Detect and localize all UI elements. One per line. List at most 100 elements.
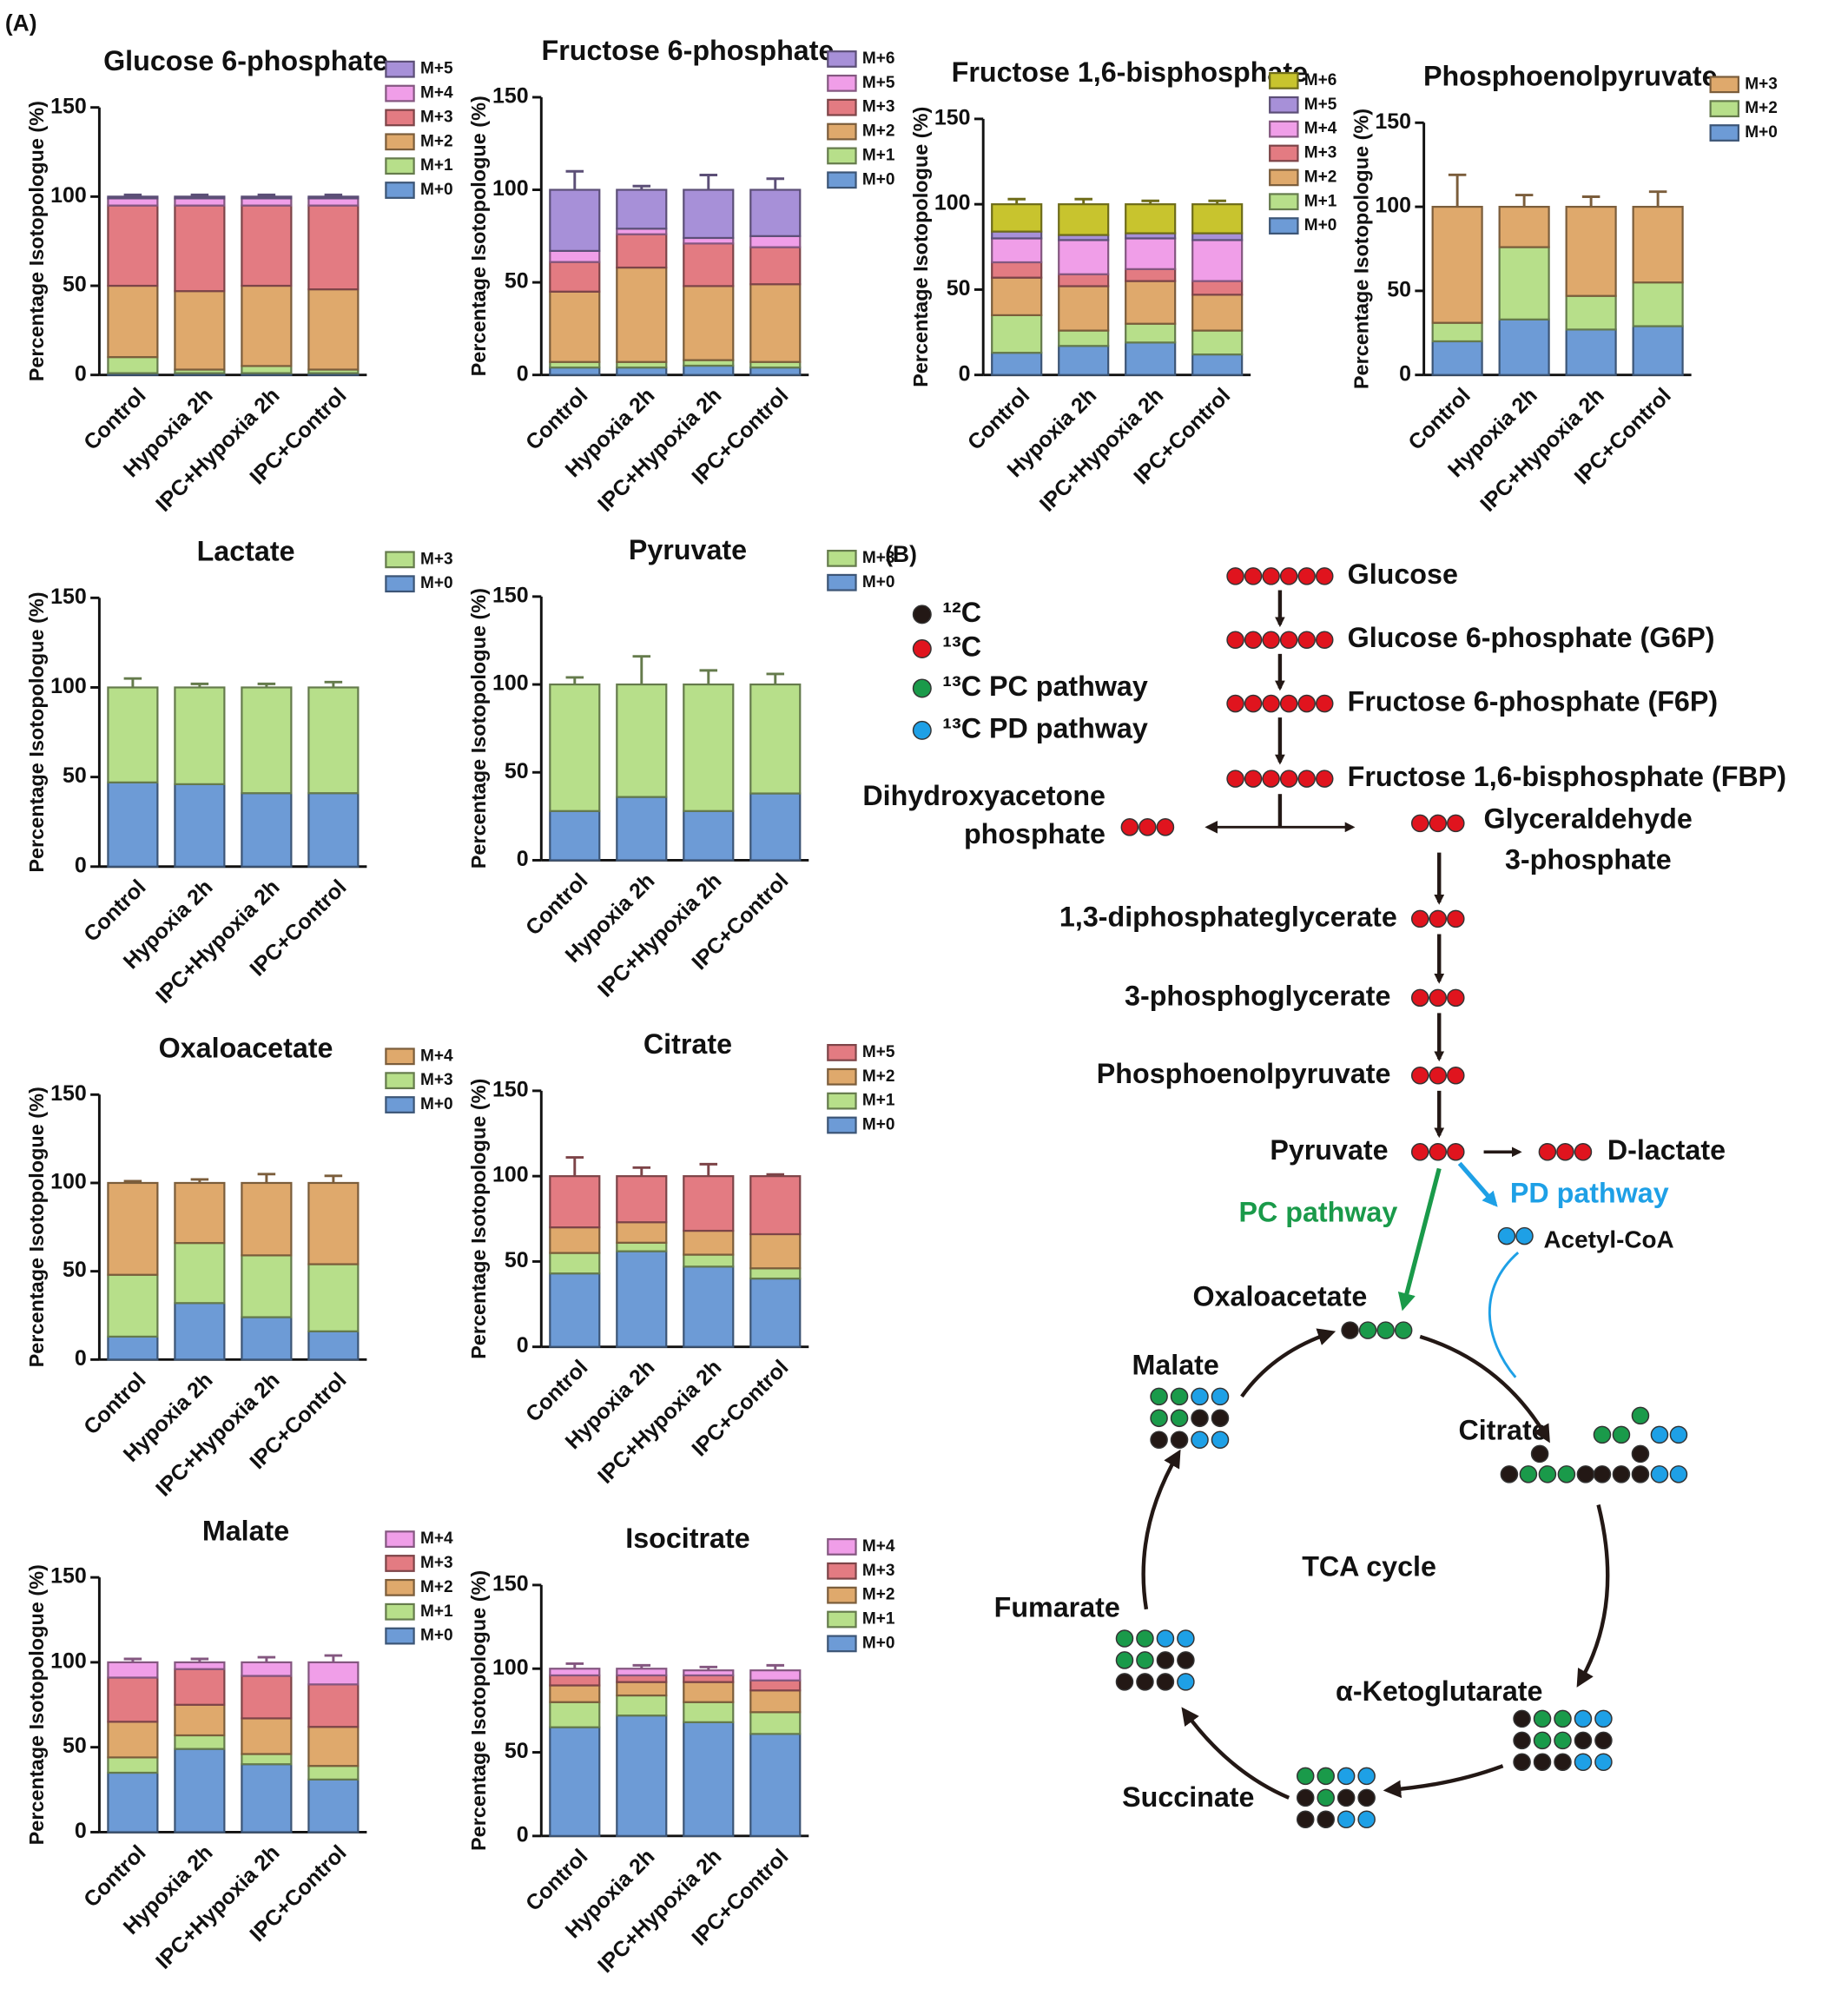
node-label: Succinate bbox=[1122, 1781, 1254, 1813]
y-tick-label: 100 bbox=[50, 183, 87, 208]
bar-segment bbox=[1431, 340, 1483, 376]
y-axis-label: Percentage Isotopologue (%) bbox=[467, 1570, 490, 1851]
bar-segment bbox=[549, 1226, 601, 1254]
y-axis-label: Percentage Isotopologue (%) bbox=[25, 1087, 48, 1367]
error-bar bbox=[766, 1663, 785, 1671]
legend-label: M+4 bbox=[862, 1537, 895, 1556]
y-axis-label: Percentage Isotopologue (%) bbox=[25, 101, 48, 381]
bar-segment bbox=[107, 197, 159, 207]
carbon-dot bbox=[1429, 988, 1448, 1008]
bar-segment bbox=[107, 1661, 159, 1679]
bar-segment bbox=[307, 1263, 360, 1332]
carbon-dot bbox=[912, 638, 932, 658]
node-label: Fumarate bbox=[994, 1591, 1120, 1622]
carbon-dot bbox=[1315, 567, 1334, 585]
legend-swatch bbox=[827, 1092, 857, 1110]
y-tick-label: 50 bbox=[505, 1739, 529, 1763]
bar-segment bbox=[174, 686, 226, 785]
bar-segment bbox=[241, 1316, 293, 1361]
legend-label: M+1 bbox=[1304, 192, 1337, 210]
cycle-arrow bbox=[1141, 1449, 1181, 1610]
bar-segment bbox=[1498, 318, 1550, 376]
bar-segment bbox=[1498, 246, 1550, 320]
bar-segment bbox=[1565, 205, 1617, 297]
legend-swatch bbox=[827, 1067, 857, 1086]
bar-segment bbox=[549, 188, 601, 252]
legend-swatch bbox=[827, 1610, 857, 1629]
legend-swatch bbox=[1269, 193, 1299, 211]
legend-swatch bbox=[1709, 76, 1739, 94]
legend-label: M+3 bbox=[862, 98, 895, 116]
node-label: D-lactate bbox=[1607, 1134, 1726, 1166]
carbon-dot bbox=[1317, 1767, 1335, 1786]
chart-title: Isocitrate bbox=[625, 1523, 749, 1554]
carbon-dot bbox=[1191, 1387, 1209, 1406]
legend-label: M+3 bbox=[1304, 144, 1337, 162]
bar-segment bbox=[174, 1734, 226, 1750]
carbon-dot bbox=[1317, 1810, 1335, 1829]
bar-segment bbox=[549, 1701, 601, 1728]
carbon-dot bbox=[1170, 1387, 1189, 1406]
carbon-dot bbox=[1244, 631, 1263, 649]
chart-title: Fructose 6-phosphate bbox=[542, 35, 835, 66]
legend-label: M+5 bbox=[862, 1043, 895, 1061]
carbon-dot bbox=[1317, 1788, 1335, 1807]
carbon-dot bbox=[1336, 1767, 1356, 1786]
y-tick-label: 0 bbox=[75, 1819, 87, 1843]
legend-swatch bbox=[827, 171, 857, 189]
y-tick-label: 100 bbox=[1375, 194, 1411, 218]
bar-segment bbox=[1632, 325, 1684, 376]
error-bar bbox=[123, 1657, 142, 1662]
carbon-dot bbox=[1574, 1753, 1593, 1772]
bar-segment bbox=[616, 188, 668, 230]
bar-segment bbox=[616, 1715, 668, 1837]
carbon-dot bbox=[1533, 1731, 1552, 1750]
carbon-dot bbox=[1226, 770, 1244, 788]
carbon-dot bbox=[1574, 1143, 1593, 1161]
chart: Isocitrate Percentage Isotopologue (%) 0 50… bbox=[467, 1523, 895, 1978]
carbon-dot bbox=[1593, 1465, 1612, 1483]
bar-segment bbox=[683, 1175, 735, 1232]
carbon-dot bbox=[1297, 770, 1316, 788]
bar-segment bbox=[749, 188, 802, 237]
x-tick-label: IPC+Hypoxia 2h bbox=[1475, 383, 1608, 516]
legend-label: M+1 bbox=[862, 1092, 895, 1110]
bar-segment bbox=[549, 261, 601, 293]
legend-swatch bbox=[827, 1538, 857, 1556]
bar-segment bbox=[549, 1175, 601, 1229]
bar-segment bbox=[1058, 273, 1110, 287]
bar-segment bbox=[107, 356, 159, 374]
bar-segment bbox=[107, 1721, 159, 1759]
node-label: phosphate bbox=[964, 818, 1106, 849]
bar-segment bbox=[174, 195, 226, 200]
legend-swatch bbox=[385, 84, 415, 102]
carbon-dot bbox=[1150, 1409, 1168, 1428]
x-tick-label: IPC+Hypoxia 2h bbox=[151, 383, 284, 516]
y-tick-label: 150 bbox=[492, 1572, 529, 1596]
bar-segment bbox=[616, 1681, 668, 1697]
bar-segment bbox=[174, 783, 226, 868]
bar-segment bbox=[616, 1221, 668, 1244]
legend-label: M+3 bbox=[420, 108, 453, 126]
error-bar bbox=[699, 174, 718, 190]
carbon-dot bbox=[1156, 1673, 1175, 1691]
error-bar bbox=[1007, 197, 1026, 205]
legend-label: M+0 bbox=[862, 170, 895, 188]
legend-swatch bbox=[385, 551, 415, 569]
y-tick-label: 50 bbox=[1387, 277, 1411, 301]
bar-segment bbox=[1125, 322, 1177, 344]
bar-segment bbox=[616, 1241, 668, 1252]
bar-segment bbox=[616, 1668, 668, 1677]
legend-label: M+0 bbox=[862, 573, 895, 591]
error-bar bbox=[123, 193, 142, 197]
bar-segment bbox=[241, 197, 293, 207]
carbon-dot bbox=[1279, 694, 1298, 713]
carbon-dot bbox=[1376, 1321, 1395, 1339]
cycle-arrow bbox=[1240, 1328, 1336, 1398]
bar-segment bbox=[1632, 281, 1684, 327]
carbon-dot bbox=[1631, 1406, 1650, 1425]
bar-segment bbox=[174, 204, 226, 293]
legend-label: M+4 bbox=[420, 1047, 453, 1065]
legend-swatch bbox=[1269, 120, 1299, 138]
chart-title: Citrate bbox=[644, 1028, 732, 1060]
